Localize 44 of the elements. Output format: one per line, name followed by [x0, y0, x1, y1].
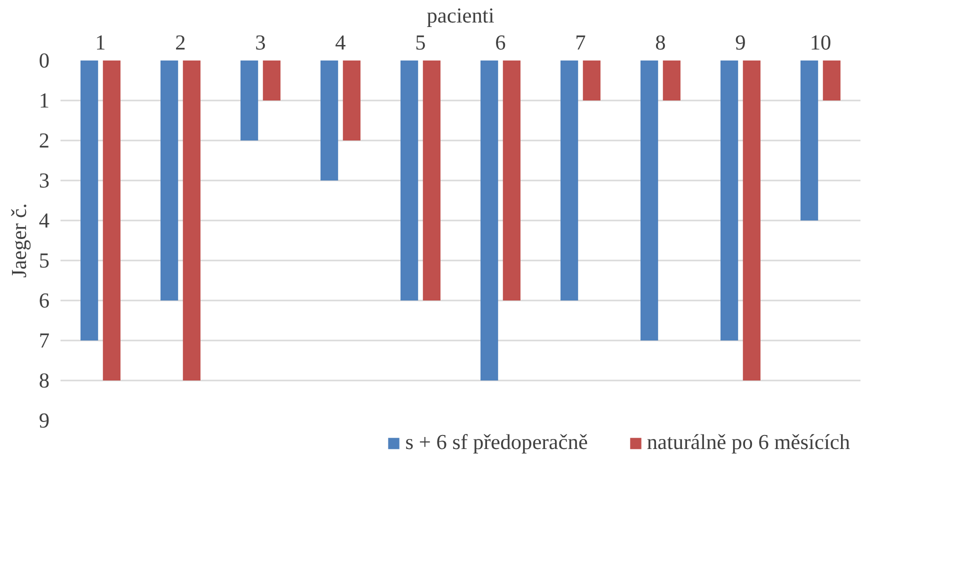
bar: [320, 60, 338, 180]
bar: [502, 60, 520, 300]
x-tick-label: 8: [655, 30, 666, 54]
bar: [720, 60, 738, 340]
bar: [422, 60, 440, 300]
bar: [742, 60, 760, 380]
y-axis-title: Jaeger č.: [6, 203, 31, 278]
x-tick-label: 4: [335, 30, 346, 54]
bar: [262, 60, 280, 100]
bar: [582, 60, 600, 100]
legend-label: naturálně po 6 měsících: [646, 430, 850, 455]
x-tick-label: 10: [810, 30, 832, 54]
bar: [160, 60, 178, 300]
bar: [662, 60, 680, 100]
y-tick-label: 3: [38, 168, 50, 192]
bar: [102, 60, 120, 380]
bar: [480, 60, 498, 380]
x-tick-label: 5: [415, 30, 426, 54]
bar: [800, 60, 818, 220]
x-tick-label: 7: [575, 30, 586, 54]
y-tick-label: 6: [38, 288, 50, 312]
y-tick-label: 0: [38, 48, 50, 72]
y-tick-label: 2: [38, 128, 50, 152]
y-tick-label: 8: [38, 368, 50, 392]
x-tick-label: 9: [735, 30, 746, 54]
y-tick-label: 5: [38, 248, 50, 272]
x-tick-label: 2: [175, 30, 186, 54]
x-tick-label: 6: [495, 30, 506, 54]
y-tick-label: 1: [38, 88, 50, 112]
bar: [240, 60, 258, 140]
bar: [182, 60, 200, 380]
bar: [400, 60, 418, 300]
x-tick-label: 3: [255, 30, 266, 54]
y-tick-label: 9: [38, 408, 50, 432]
bar: [560, 60, 578, 300]
x-tick-label: 1: [95, 30, 106, 54]
x-axis-title: pacienti: [426, 4, 494, 28]
bar: [640, 60, 658, 340]
y-tick-label: 7: [38, 328, 50, 352]
bar: [822, 60, 840, 100]
legend-label: s + 6 sf předoperačně: [405, 430, 588, 455]
bar: [80, 60, 98, 340]
y-tick-label: 4: [38, 208, 50, 232]
bar: [342, 60, 360, 140]
